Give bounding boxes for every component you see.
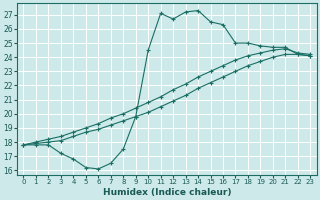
X-axis label: Humidex (Indice chaleur): Humidex (Indice chaleur) (103, 188, 231, 197)
